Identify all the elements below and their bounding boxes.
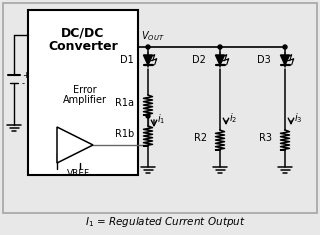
Text: R1b: R1b [115,129,134,139]
Text: VREF: VREF [67,168,90,177]
Polygon shape [143,55,153,65]
Text: -: - [22,79,25,89]
Text: D1: D1 [120,55,134,65]
Text: $i_1$: $i_1$ [157,112,165,126]
Bar [3,3,317,213]
Polygon shape [57,127,93,163]
Bar [28,10,138,175]
Text: Amplifier: Amplifier [63,95,107,105]
Circle shape [146,114,150,118]
Text: $i_2$: $i_2$ [229,111,237,125]
Text: Error: Error [73,85,97,95]
Text: R3: R3 [259,133,272,143]
Text: DC/DC: DC/DC [61,27,105,39]
Polygon shape [215,55,225,65]
Text: $V_{OUT}$: $V_{OUT}$ [141,29,164,43]
Text: R1a: R1a [115,98,134,108]
Text: +: + [22,71,29,81]
Circle shape [218,45,222,49]
Text: R2: R2 [194,133,207,143]
Polygon shape [281,55,290,65]
Text: D2: D2 [192,55,206,65]
Circle shape [283,45,287,49]
Text: $i_3$: $i_3$ [294,111,302,125]
Text: D3: D3 [257,55,271,65]
Circle shape [146,45,150,49]
Text: $I_1$ = Regulated Current Output: $I_1$ = Regulated Current Output [85,215,245,229]
Text: Converter: Converter [48,39,118,52]
